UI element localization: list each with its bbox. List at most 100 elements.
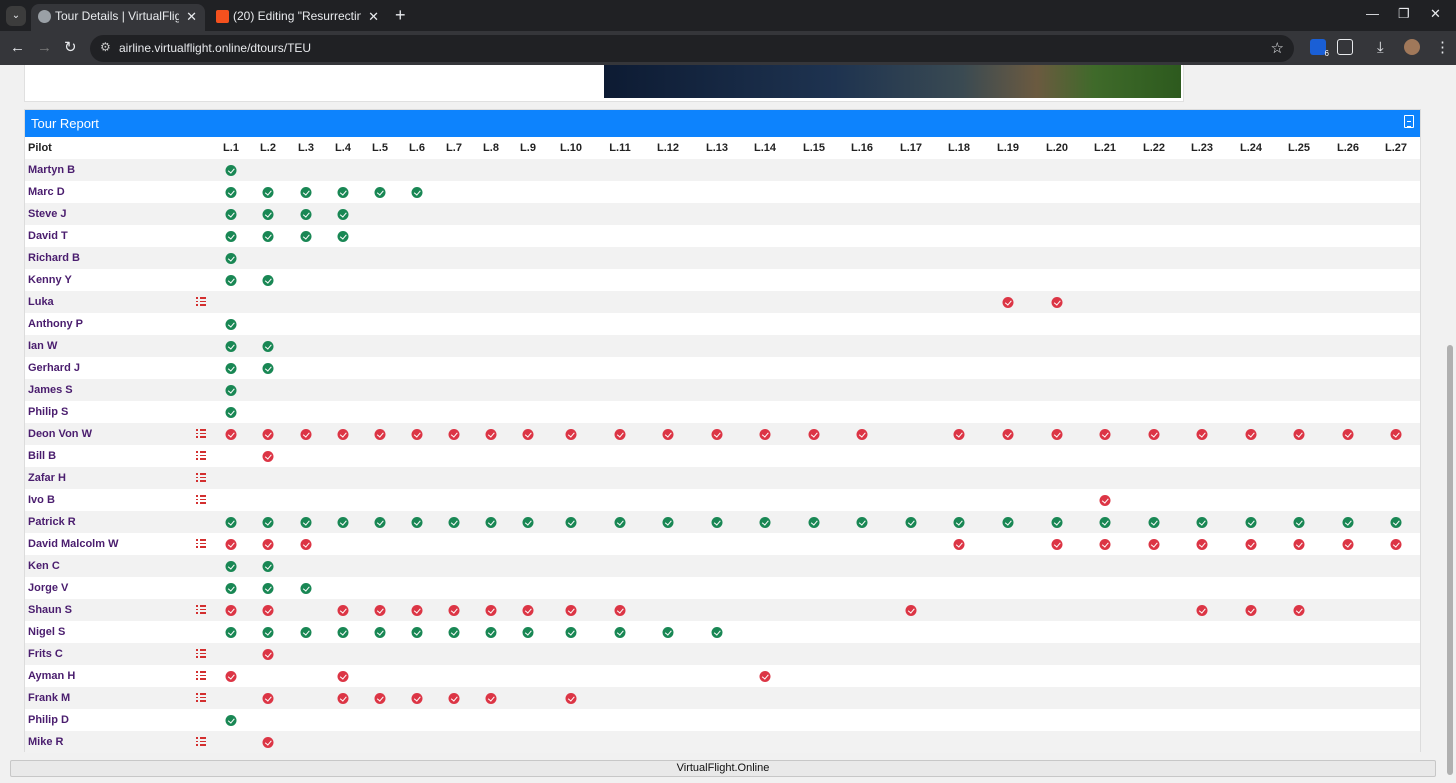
blogger-icon bbox=[216, 10, 229, 23]
close-window-icon[interactable]: ✕ bbox=[1430, 6, 1441, 21]
approved-check-icon bbox=[411, 627, 423, 638]
pilot-name-link[interactable]: Bill B bbox=[28, 450, 57, 462]
pilot-name-link[interactable]: Philip D bbox=[28, 714, 69, 726]
pilot-name-link[interactable]: Mike R bbox=[28, 736, 64, 748]
close-tab-icon[interactable]: ✕ bbox=[186, 9, 197, 24]
close-tab-icon[interactable]: ✕ bbox=[368, 9, 379, 24]
reload-icon[interactable]: ↻ bbox=[64, 39, 77, 56]
pilot-name-link[interactable]: Philip S bbox=[28, 406, 69, 418]
rejected-check-icon bbox=[262, 649, 274, 660]
rejected-check-icon bbox=[225, 605, 237, 616]
rejected-check-icon bbox=[1293, 429, 1305, 440]
table-row: Deon Von W bbox=[25, 423, 1420, 445]
pilot-name-link[interactable]: Steve J bbox=[28, 208, 67, 220]
table-header-row: Pilot L.1 L.2 L.3 L.4 L.5 L.6 L.7 L.8 L.9 L.10 L.1… bbox=[25, 137, 1420, 159]
approved-check-icon bbox=[262, 517, 274, 528]
avatar[interactable] bbox=[1404, 39, 1420, 55]
pirep-list-icon[interactable] bbox=[196, 737, 206, 746]
back-arrow-icon[interactable]: ← bbox=[10, 39, 25, 56]
approved-check-icon bbox=[374, 627, 386, 638]
table-row: David Malcolm W bbox=[25, 533, 1420, 555]
pilot-name-link[interactable]: Richard B bbox=[28, 252, 80, 264]
pirep-list-icon[interactable] bbox=[196, 297, 206, 306]
browser-menu-icon[interactable]: ⋮ bbox=[1435, 39, 1450, 56]
table-row: Patrick R bbox=[25, 511, 1420, 533]
rejected-check-icon bbox=[1245, 429, 1257, 440]
pilot-name-link[interactable]: Shaun S bbox=[28, 604, 73, 616]
pirep-list-icon[interactable] bbox=[196, 495, 206, 504]
rejected-check-icon bbox=[1390, 539, 1402, 550]
pilot-name-link[interactable]: Zafar H bbox=[28, 472, 66, 484]
rejected-check-icon bbox=[300, 429, 312, 440]
pilot-name-link[interactable]: Ian W bbox=[28, 340, 58, 352]
extension-shield-icon[interactable]: 6 bbox=[1310, 39, 1329, 58]
tab-tour-details[interactable]: Tour Details | VirtualFlight.Online ✕ bbox=[31, 4, 205, 31]
pilot-name-link[interactable]: James S bbox=[28, 384, 73, 396]
leg-column-header: L.25 bbox=[1287, 142, 1311, 154]
tab-search-chevron-icon[interactable]: ⌄ bbox=[6, 6, 26, 26]
pirep-list-icon[interactable] bbox=[196, 539, 206, 548]
bookmark-star-icon[interactable]: ☆ bbox=[1270, 40, 1284, 57]
pirep-list-icon[interactable] bbox=[196, 693, 206, 702]
approved-check-icon bbox=[614, 517, 626, 528]
address-bar[interactable]: ⚙ airline.virtualflight.online/dtours/TE… bbox=[90, 35, 1294, 62]
tab-editing[interactable]: (20) Editing "Resurrecting Tours ✕ bbox=[209, 4, 387, 31]
pilot-name-link[interactable]: Luka bbox=[28, 296, 54, 308]
approved-check-icon bbox=[300, 517, 312, 528]
pilot-name-link[interactable]: David Malcolm W bbox=[28, 538, 119, 550]
maximize-icon[interactable]: ❐ bbox=[1398, 6, 1410, 21]
pirep-list-icon[interactable] bbox=[196, 473, 206, 482]
rejected-check-icon bbox=[1099, 539, 1111, 550]
table-row: Shaun S bbox=[25, 599, 1420, 621]
pirep-list-icon[interactable] bbox=[196, 605, 206, 614]
rejected-check-icon bbox=[905, 605, 917, 616]
pilot-name-link[interactable]: Jorge V bbox=[28, 582, 69, 594]
approved-check-icon bbox=[262, 275, 274, 286]
leg-column-header: L.15 bbox=[802, 142, 826, 154]
site-settings-icon[interactable]: ⚙ bbox=[100, 40, 111, 54]
approved-check-icon bbox=[1390, 517, 1402, 528]
pilot-name-link[interactable]: Deon Von W bbox=[28, 428, 92, 440]
pirep-list-icon[interactable] bbox=[196, 649, 206, 658]
pilot-name-link[interactable]: Ayman H bbox=[28, 670, 76, 682]
pilot-name-link[interactable]: Anthony P bbox=[28, 318, 83, 330]
approved-check-icon bbox=[225, 253, 237, 264]
pilot-name-link[interactable]: David T bbox=[28, 230, 68, 242]
new-tab-icon[interactable]: + bbox=[395, 5, 406, 25]
pilot-name-link[interactable]: Frank M bbox=[28, 692, 71, 704]
rejected-check-icon bbox=[1051, 297, 1063, 308]
pilot-name-link[interactable]: Patrick R bbox=[28, 516, 76, 528]
pirep-list-icon[interactable] bbox=[196, 429, 206, 438]
approved-check-icon bbox=[337, 231, 349, 242]
rejected-check-icon bbox=[262, 605, 274, 616]
minimize-icon[interactable]: — bbox=[1366, 6, 1379, 21]
scrollbar-thumb[interactable] bbox=[1447, 345, 1453, 775]
approved-check-icon bbox=[448, 627, 460, 638]
rejected-check-icon bbox=[759, 429, 771, 440]
pilot-name-link[interactable]: Martyn B bbox=[28, 164, 76, 176]
pilot-column-header: Pilot bbox=[28, 142, 52, 154]
export-file-icon[interactable] bbox=[1404, 115, 1414, 128]
pilot-name-link[interactable]: Marc D bbox=[28, 186, 65, 198]
pilot-name-link[interactable]: Kenny Y bbox=[28, 274, 72, 286]
rejected-check-icon bbox=[856, 429, 868, 440]
table-row: Zafar H bbox=[25, 467, 1420, 489]
approved-check-icon bbox=[262, 231, 274, 242]
page-scrollbar[interactable] bbox=[1444, 65, 1456, 783]
download-icon[interactable]: ⤓ bbox=[1377, 39, 1384, 56]
forward-arrow-icon[interactable]: → bbox=[37, 39, 52, 56]
pilot-name-link[interactable]: Frits C bbox=[28, 648, 63, 660]
rejected-check-icon bbox=[1342, 429, 1354, 440]
rejected-check-icon bbox=[485, 693, 497, 704]
pilot-name-link[interactable]: Nigel S bbox=[28, 626, 66, 638]
rejected-check-icon bbox=[411, 605, 423, 616]
pilot-name-link[interactable]: Ken C bbox=[28, 560, 60, 572]
approved-check-icon bbox=[565, 517, 577, 528]
extensions-puzzle-icon[interactable] bbox=[1337, 39, 1353, 55]
pilot-name-link[interactable]: Gerhard J bbox=[28, 362, 80, 374]
url-text[interactable]: airline.virtualflight.online/dtours/TEU bbox=[119, 41, 312, 55]
pirep-list-icon[interactable] bbox=[196, 671, 206, 680]
tab-title: (20) Editing "Resurrecting Tours bbox=[233, 9, 361, 23]
pilot-name-link[interactable]: Ivo B bbox=[28, 494, 55, 506]
pirep-list-icon[interactable] bbox=[196, 451, 206, 460]
